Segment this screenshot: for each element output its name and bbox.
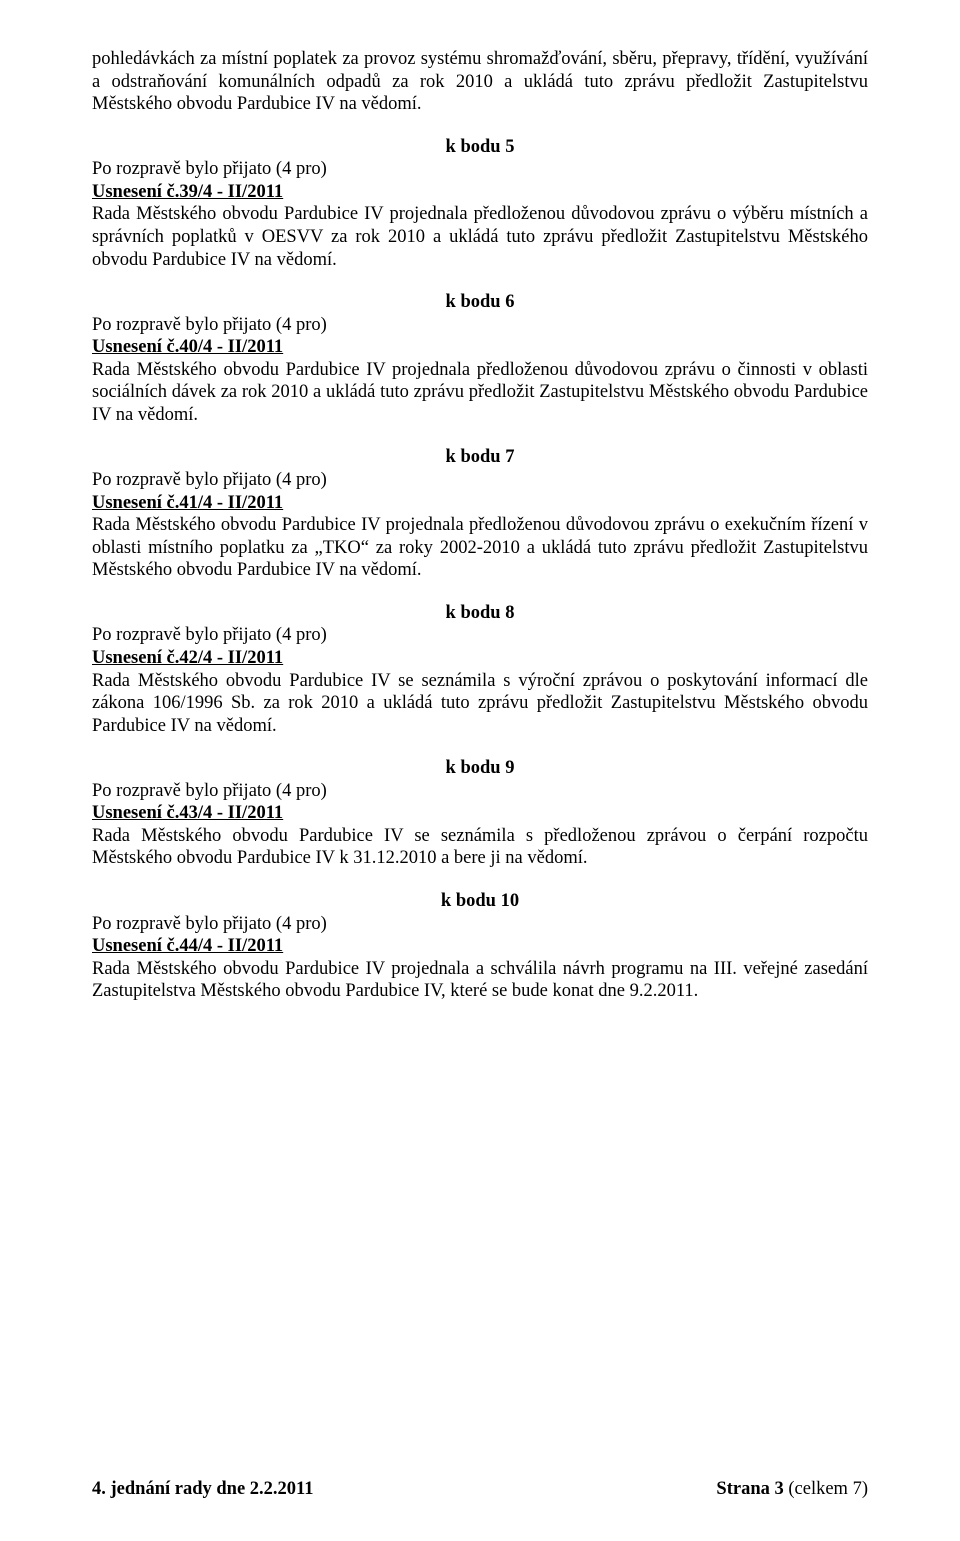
footer-right-text: Strana 3 (celkem 7)	[716, 1478, 868, 1501]
vote-line: Po rozpravě bylo přijato (4 pro)	[92, 314, 868, 337]
resolution-text: Rada Městského obvodu Pardubice IV proje…	[92, 203, 868, 271]
heading-bodu: k bodu 8	[92, 602, 868, 625]
resolution-number: Usnesení č.41/4 - II/2011	[92, 492, 868, 515]
footer-page-label: Strana	[716, 1479, 774, 1499]
resolution-text: Rada Městského obvodu Pardubice IV proje…	[92, 958, 868, 1003]
footer-page-number: 3	[775, 1479, 784, 1499]
section-bodu-8: k bodu 8 Po rozpravě bylo přijato (4 pro…	[92, 602, 868, 737]
vote-line: Po rozpravě bylo přijato (4 pro)	[92, 158, 868, 181]
resolution-text: Rada Městského obvodu Pardubice IV proje…	[92, 514, 868, 582]
heading-bodu: k bodu 9	[92, 757, 868, 780]
resolution-text: Rada Městského obvodu Pardubice IV se se…	[92, 670, 868, 738]
document-page: pohledávkách za místní poplatek za provo…	[0, 0, 960, 1541]
footer-page-total: (celkem 7)	[784, 1479, 868, 1499]
section-bodu-7: k bodu 7 Po rozpravě bylo přijato (4 pro…	[92, 446, 868, 581]
section-bodu-5: k bodu 5 Po rozpravě bylo přijato (4 pro…	[92, 136, 868, 271]
page-footer: 4. jednání rady dne 2.2.2011 Strana 3 (c…	[92, 1478, 868, 1501]
vote-line: Po rozpravě bylo přijato (4 pro)	[92, 469, 868, 492]
heading-bodu: k bodu 10	[92, 890, 868, 913]
vote-line: Po rozpravě bylo přijato (4 pro)	[92, 780, 868, 803]
section-bodu-9: k bodu 9 Po rozpravě bylo přijato (4 pro…	[92, 757, 868, 870]
resolution-number: Usnesení č.40/4 - II/2011	[92, 336, 868, 359]
heading-bodu: k bodu 7	[92, 446, 868, 469]
resolution-text: Rada Městského obvodu Pardubice IV se se…	[92, 825, 868, 870]
intro-paragraph: pohledávkách za místní poplatek za provo…	[92, 48, 868, 116]
footer-left-text: 4. jednání rady dne 2.2.2011	[92, 1478, 314, 1501]
vote-line: Po rozpravě bylo přijato (4 pro)	[92, 624, 868, 647]
resolution-number: Usnesení č.43/4 - II/2011	[92, 802, 868, 825]
section-bodu-6: k bodu 6 Po rozpravě bylo přijato (4 pro…	[92, 291, 868, 426]
resolution-number: Usnesení č.39/4 - II/2011	[92, 181, 868, 204]
section-bodu-10: k bodu 10 Po rozpravě bylo přijato (4 pr…	[92, 890, 868, 1003]
heading-bodu: k bodu 5	[92, 136, 868, 159]
resolution-number: Usnesení č.42/4 - II/2011	[92, 647, 868, 670]
heading-bodu: k bodu 6	[92, 291, 868, 314]
vote-line: Po rozpravě bylo přijato (4 pro)	[92, 913, 868, 936]
resolution-text: Rada Městského obvodu Pardubice IV proje…	[92, 359, 868, 427]
resolution-number: Usnesení č.44/4 - II/2011	[92, 935, 868, 958]
